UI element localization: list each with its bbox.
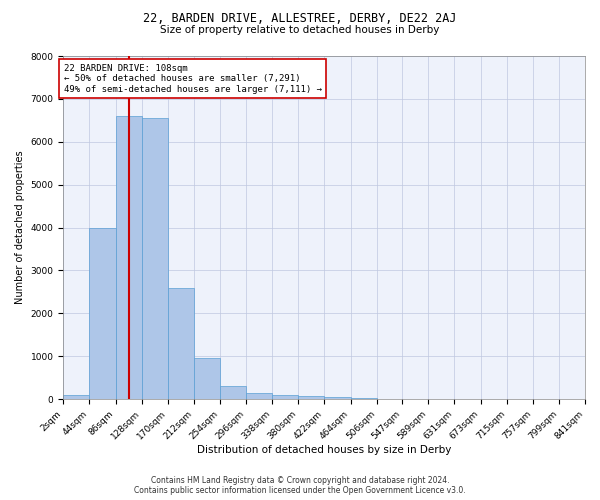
Bar [298,396,325,399]
Text: Contains HM Land Registry data © Crown copyright and database right 2024.
Contai: Contains HM Land Registry data © Crown c… [134,476,466,495]
Bar [89,228,116,399]
Bar [246,392,272,399]
Text: Size of property relative to detached houses in Derby: Size of property relative to detached ho… [160,25,440,35]
Text: 22 BARDEN DRIVE: 108sqm
← 50% of detached houses are smaller (7,291)
49% of semi: 22 BARDEN DRIVE: 108sqm ← 50% of detache… [64,64,322,94]
Bar [220,386,246,399]
Bar [325,397,350,399]
Bar [168,288,194,399]
Bar [142,118,168,399]
Y-axis label: Number of detached properties: Number of detached properties [15,150,25,304]
Bar [272,394,298,399]
X-axis label: Distribution of detached houses by size in Derby: Distribution of detached houses by size … [197,445,451,455]
Bar [116,116,142,399]
Bar [194,358,220,399]
Bar [63,394,89,399]
Text: 22, BARDEN DRIVE, ALLESTREE, DERBY, DE22 2AJ: 22, BARDEN DRIVE, ALLESTREE, DERBY, DE22… [143,12,457,26]
Bar [350,398,377,399]
